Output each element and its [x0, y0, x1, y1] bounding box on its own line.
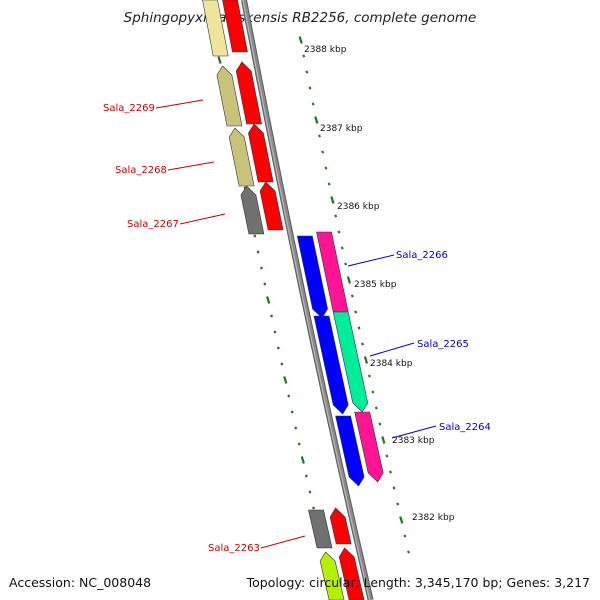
kbp-label: 2382 kbp	[412, 513, 455, 523]
gene-block	[319, 551, 345, 600]
tick-mark	[363, 356, 369, 364]
tick-mark	[357, 326, 361, 330]
kbp-label: 2388 kbp	[304, 45, 347, 55]
tick-mark	[324, 166, 328, 170]
gene-label: Sala_2264	[439, 422, 491, 433]
tick-mark	[378, 422, 382, 426]
gene-block	[335, 415, 365, 487]
tick-mark	[321, 150, 325, 154]
gene-block	[222, 0, 248, 53]
tick-mark	[371, 390, 375, 394]
tick-mark	[344, 262, 348, 266]
gene-block	[338, 547, 365, 600]
kbp-label: 2383 kbp	[392, 436, 435, 446]
kbp-label: 2384 kbp	[370, 359, 413, 369]
gene-label: Sala_2265	[417, 339, 469, 350]
tick-mark	[318, 134, 321, 138]
tick-mark	[340, 246, 344, 250]
tick-mark	[354, 310, 358, 314]
tick-mark	[263, 282, 267, 286]
tick-mark	[270, 314, 273, 318]
tick-mark	[381, 436, 386, 444]
tick-mark	[367, 374, 371, 378]
tick-mark	[337, 230, 341, 234]
gene-block	[313, 315, 349, 415]
gene-block	[308, 509, 333, 549]
gene-label: Sala_2269	[103, 103, 155, 114]
gene-label-leader	[391, 425, 437, 439]
kbp-label: 2387 kbp	[320, 124, 363, 134]
gene-block	[354, 411, 384, 483]
tick-mark	[361, 342, 364, 346]
tick-mark	[256, 250, 260, 254]
gene-label: Sala_2266	[396, 250, 448, 261]
tick-mark	[290, 410, 294, 414]
gene-block	[216, 65, 243, 127]
tick-mark	[302, 54, 306, 58]
tick-mark	[403, 534, 407, 538]
gene-block	[240, 185, 265, 235]
kbp-labels: 2388 kbp 2387 kbp 2386 kbp 2385 kbp 2384 kbp…	[304, 45, 455, 523]
gene-label-leader	[179, 213, 226, 225]
tick-mark	[283, 376, 288, 384]
tick-mark	[314, 116, 319, 124]
tick-mark	[399, 516, 404, 524]
gene-label-leader	[347, 254, 395, 267]
tick-mark	[287, 394, 291, 398]
tick-mark	[273, 330, 277, 334]
tick-mark	[217, 56, 222, 64]
gene-features	[202, 0, 384, 600]
tick-mark	[392, 486, 396, 490]
gene-label-leader	[167, 161, 215, 171]
tick-mark	[407, 550, 410, 554]
tick-mark	[280, 362, 284, 366]
gene-block	[296, 235, 328, 319]
gene-label-leader	[260, 535, 306, 549]
tick-mark	[260, 266, 263, 270]
tick-mark	[266, 296, 271, 304]
tick-mark	[312, 506, 315, 510]
gene-block	[259, 181, 284, 231]
gene-label: Sala_2267	[127, 219, 179, 230]
gene-label: Sala_2263	[208, 543, 260, 554]
tick-mark	[374, 406, 378, 410]
tick-mark	[311, 102, 315, 106]
tick-mark	[253, 234, 257, 238]
tick-mark	[294, 426, 298, 430]
gene-block	[329, 507, 352, 545]
accession-text: Accession: NC_008048	[9, 575, 152, 590]
tick-mark	[298, 36, 303, 44]
gene-label: Sala_2268	[115, 165, 167, 176]
tick-mark	[385, 454, 389, 458]
tick-mark	[346, 276, 352, 284]
tick-mark	[308, 490, 312, 494]
gene-label-leader	[369, 342, 415, 357]
gene-block	[332, 311, 369, 413]
tick-mark	[308, 86, 312, 90]
tick-mark	[330, 196, 335, 204]
kbp-label: 2386 kbp	[337, 202, 380, 212]
kbp-label: 2385 kbp	[354, 280, 397, 290]
gene-block	[202, 0, 229, 57]
tick-mark	[297, 442, 301, 446]
tick-mark	[304, 474, 308, 478]
gene-labels: Sala_2269 Sala_2268 Sala_2267 Sala_2266 Sala…	[103, 99, 491, 554]
tick-mark	[396, 502, 400, 506]
tick-mark	[327, 182, 331, 186]
backbone-line	[242, 0, 373, 600]
genome-summary-text: Topology: circular; Length: 3,345,170 bp…	[246, 575, 590, 590]
tick-mark	[350, 294, 354, 298]
gene-label-leader	[155, 99, 204, 109]
tick-mark	[334, 214, 338, 218]
genome-backbone	[241, 0, 374, 600]
tick-mark	[305, 70, 309, 74]
backbone-highlight	[242, 0, 371, 600]
tick-mark	[389, 470, 392, 474]
tick-mark	[300, 456, 305, 464]
tick-mark	[276, 346, 280, 350]
